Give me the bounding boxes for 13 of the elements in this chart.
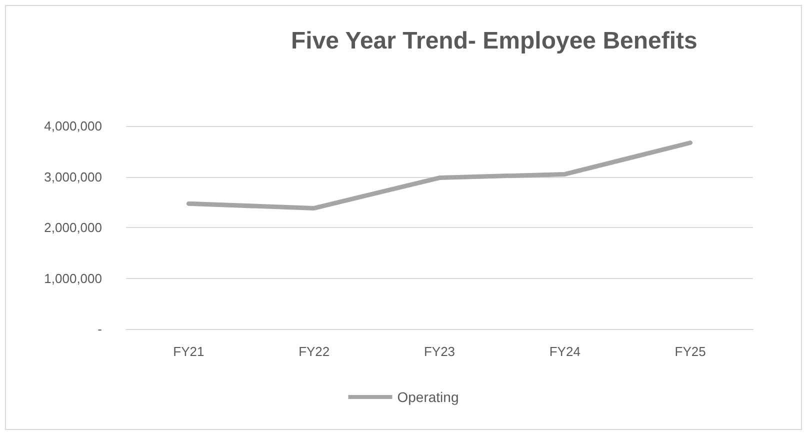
y-tick-label: - <box>98 322 102 336</box>
x-tick-label: FY22 <box>298 344 330 359</box>
line-series <box>186 140 693 210</box>
x-tick-label: FY24 <box>549 344 580 359</box>
y-tick-label: 1,000,000 <box>44 270 102 286</box>
y-tick-label: 2,000,000 <box>44 220 102 235</box>
y-tick-label: 3,000,000 <box>44 169 102 184</box>
chart-title: Five Year Trend- Employee Benefits <box>291 28 698 54</box>
legend-label: Operating <box>397 389 459 405</box>
x-tick-label: FY25 <box>674 344 706 359</box>
y-tick-label: 4,000,000 <box>44 118 102 134</box>
x-tick-label: FY23 <box>424 344 456 359</box>
x-tick-label: FY21 <box>173 344 204 359</box>
